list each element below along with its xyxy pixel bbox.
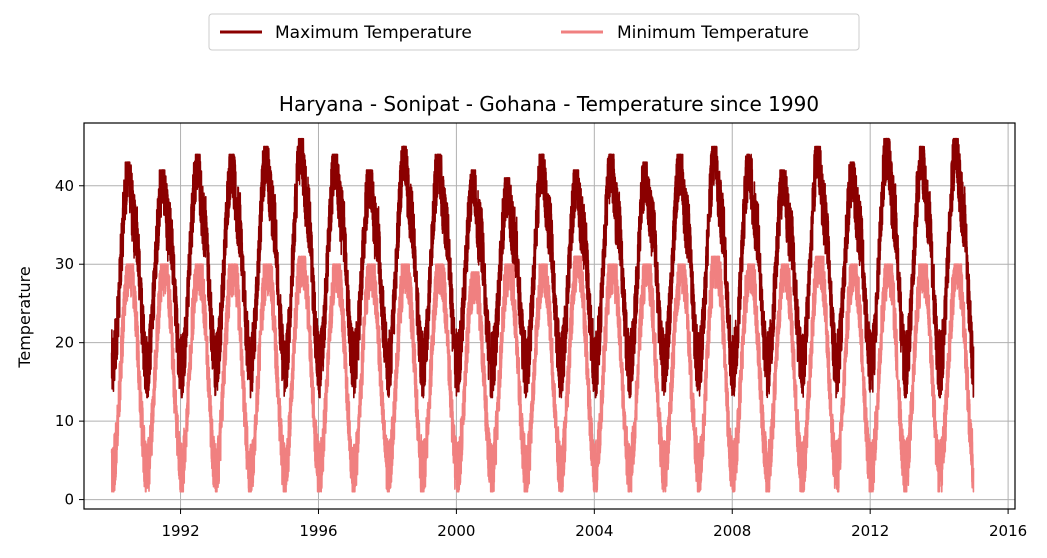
y-tick-label: 0 (64, 491, 74, 509)
y-tick-label: 40 (55, 177, 74, 195)
legend-label-max: Maximum Temperature (275, 23, 472, 43)
chart-title: Haryana - Sonipat - Gohana - Temperature… (279, 92, 819, 116)
x-tick-label: 2008 (713, 522, 751, 540)
legend-label-min: Minimum Temperature (617, 23, 809, 43)
y-axis-label: Temperature (15, 266, 34, 368)
legend: Maximum Temperature Minimum Temperature (208, 13, 860, 51)
x-tick-label: 2004 (575, 522, 613, 540)
x-tick-label: 2012 (851, 522, 889, 540)
legend-frame (208, 13, 860, 51)
x-tick-label: 2016 (989, 522, 1027, 540)
plot-frame (83, 122, 1016, 510)
y-tick-label: 20 (55, 334, 74, 352)
x-axis: 1992 1996 2000 2004 2008 2012 2016 (161, 509, 1027, 540)
y-tick-label: 10 (55, 412, 74, 430)
x-tick-label: 2000 (437, 522, 475, 540)
series-min-line (110, 255, 975, 493)
x-tick-label: 1992 (161, 522, 199, 540)
grid (84, 123, 1015, 509)
series-max-line (110, 137, 975, 399)
y-tick-label: 30 (55, 255, 74, 273)
y-axis: 0 10 20 30 40 (55, 177, 84, 509)
plot-area (83, 122, 1016, 510)
x-tick-label: 1996 (299, 522, 337, 540)
max-temperature-line (110, 137, 975, 399)
min-temperature-line (110, 255, 975, 493)
